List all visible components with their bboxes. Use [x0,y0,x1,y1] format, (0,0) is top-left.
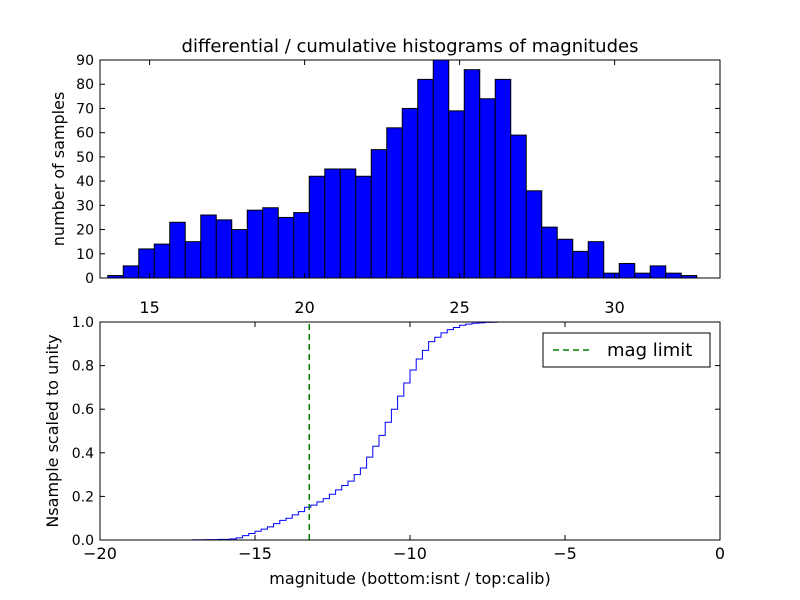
histogram-bar [277,216,295,279]
y-tick-label: 1.0 [72,315,94,331]
histogram-bar [556,238,574,279]
legend-label: mag limit [607,340,692,361]
y-axis-label: Nsample scaled to unity [43,334,62,527]
histogram-bar [386,127,403,279]
histogram-bar [184,241,202,279]
y-tick-label: 0 [85,271,94,287]
x-tick-label: 30 [604,298,624,317]
cumulative-panel: 0.0 0.2 0.4 0.6 0.8 1.0 −20 −15 −10 −5 0 Nsample … [43,315,725,588]
histogram-bar [417,78,434,279]
histogram-bar [463,69,481,279]
histogram-bar [246,209,264,279]
y-tick-label: 80 [76,77,94,93]
x-axis-label: magnitude (bottom:isnt / top:calib) [269,569,550,588]
histogram-bar [370,149,388,279]
x-tick-label: 15 [139,298,159,317]
x-tick-label: 0 [715,544,725,563]
y-tick-label: 50 [76,150,94,166]
histogram-panel: differential / cumulative histograms of … [49,36,721,317]
y-tick-label: 30 [76,198,94,214]
histogram-bar [649,265,667,279]
legend: mag limit [542,332,711,368]
y-tick-label: 0.6 [72,402,94,418]
histogram-bar [401,107,419,279]
histogram-bar [138,248,155,279]
histogram-bar [432,59,450,279]
y-tick-label: 60 [76,126,94,142]
histogram-bar [308,175,326,279]
y-axis-ticks: 0 10 20 30 40 50 60 70 80 90 [76,53,720,287]
histogram-bar [122,265,140,279]
x-tick-label: 25 [449,298,469,317]
y-tick-label: 10 [76,247,94,263]
histogram-bar [510,134,527,279]
histogram-bar [587,241,605,279]
y-tick-label: 20 [76,223,94,239]
y-tick-label: 40 [76,174,94,190]
histogram-bar [603,272,620,279]
histogram-bar [215,219,233,279]
plot-frame [99,321,721,541]
histogram-bar [293,212,310,279]
y-tick-label: 0.4 [72,446,94,462]
y-tick-label: 0.0 [72,533,94,549]
histogram-bar [618,262,636,279]
y-axis-label: number of samples [49,92,68,247]
x-tick-label: 20 [294,298,314,317]
histogram-bar [355,175,372,279]
x-axis-ticks: −20 −15 −10 −5 0 [83,322,725,563]
cumulative-step-line [100,321,721,541]
plot-frame [99,59,721,279]
legend-box [542,332,711,368]
x-tick-label: −5 [553,544,577,563]
histogram-bar [153,243,171,279]
chart-title: differential / cumulative histograms of … [182,36,639,57]
histogram-bars [107,59,698,279]
histogram-bar [525,190,543,279]
x-tick-label: −15 [238,544,272,563]
x-tick-label: −10 [393,544,427,563]
histogram-bar [665,272,682,279]
histogram-bar [634,272,651,279]
histogram-bar [572,250,589,279]
y-tick-label: 90 [76,53,94,69]
histogram-bar [479,98,496,279]
histogram-bar [200,214,217,279]
histogram-bar [262,207,279,279]
histogram-bar [231,229,248,279]
histogram-bar [448,110,465,279]
y-tick-label: 70 [76,101,94,117]
histogram-bar [169,221,186,279]
y-tick-label: 0.8 [72,359,94,375]
y-tick-label: 0.2 [72,489,94,505]
histogram-bar [494,78,512,279]
x-tick-label: −20 [83,544,117,563]
x-axis-ticks: 15 20 25 30 [139,60,625,317]
histogram-bar [324,168,341,279]
histogram-bar [339,168,357,279]
histogram-bar [541,226,558,279]
